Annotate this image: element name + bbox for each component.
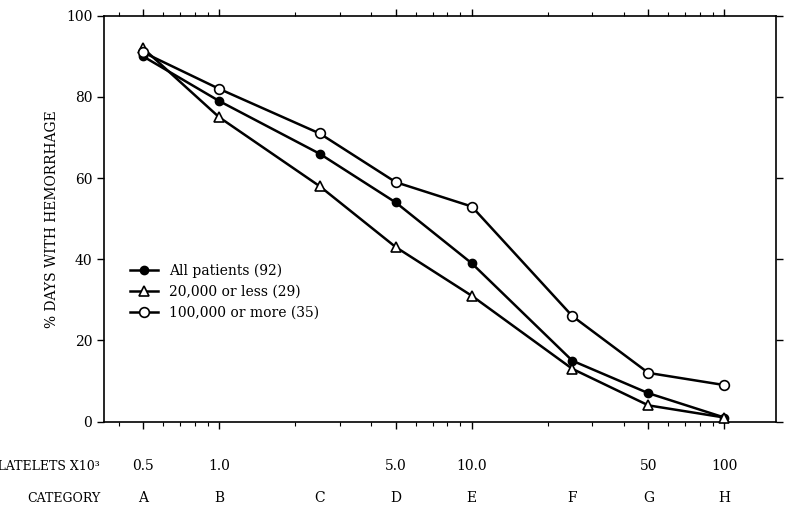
Legend: All patients (92), 20,000 or less (29), 100,000 or more (35): All patients (92), 20,000 or less (29), … <box>124 258 325 326</box>
Text: F: F <box>567 491 577 505</box>
Text: 50: 50 <box>640 460 657 473</box>
Text: D: D <box>390 491 402 505</box>
Text: B: B <box>214 491 224 505</box>
Text: 5.0: 5.0 <box>385 460 406 473</box>
Text: C: C <box>314 491 325 505</box>
Y-axis label: % DAYS WITH HEMORRHAGE: % DAYS WITH HEMORRHAGE <box>45 110 59 328</box>
Text: 1.0: 1.0 <box>208 460 230 473</box>
Text: A: A <box>138 491 148 505</box>
Text: 0.5: 0.5 <box>132 460 154 473</box>
Text: 10.0: 10.0 <box>457 460 487 473</box>
Text: CATEGORY: CATEGORY <box>26 492 100 504</box>
Text: PLATELETS X10³: PLATELETS X10³ <box>0 460 100 473</box>
Text: 100: 100 <box>711 460 738 473</box>
Text: H: H <box>718 491 730 505</box>
Text: G: G <box>643 491 654 505</box>
Text: E: E <box>466 491 477 505</box>
